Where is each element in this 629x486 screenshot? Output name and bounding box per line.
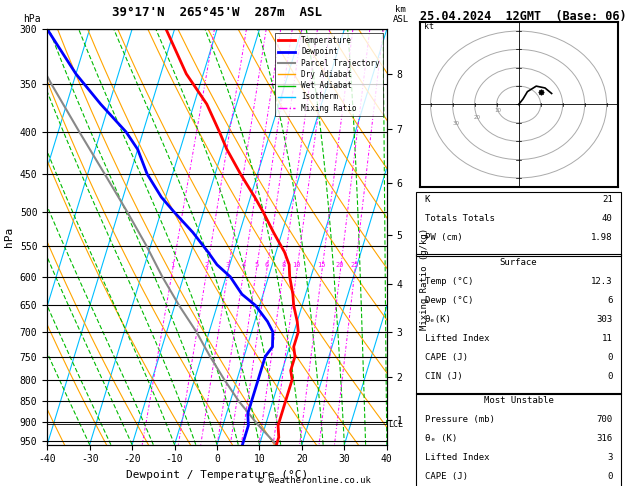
Text: 303: 303 bbox=[596, 315, 613, 324]
Text: Lifted Index: Lifted Index bbox=[425, 334, 489, 343]
Text: 11: 11 bbox=[602, 334, 613, 343]
Text: CAPE (J): CAPE (J) bbox=[425, 353, 467, 362]
Text: Totals Totals: Totals Totals bbox=[425, 214, 494, 224]
Text: 2: 2 bbox=[205, 261, 209, 268]
Text: 12.3: 12.3 bbox=[591, 277, 613, 286]
Text: K: K bbox=[425, 195, 430, 205]
Text: 25: 25 bbox=[350, 261, 359, 268]
Text: Most Unstable: Most Unstable bbox=[484, 396, 554, 405]
Text: 0: 0 bbox=[607, 353, 613, 362]
Text: 40: 40 bbox=[602, 214, 613, 224]
Text: 700: 700 bbox=[596, 415, 613, 424]
Text: 6: 6 bbox=[607, 296, 613, 305]
Text: Temp (°C): Temp (°C) bbox=[425, 277, 473, 286]
Text: hPa: hPa bbox=[23, 14, 41, 24]
Text: 10: 10 bbox=[292, 261, 301, 268]
Text: 8: 8 bbox=[281, 261, 286, 268]
Text: 39°17'N  265°45'W  287m  ASL: 39°17'N 265°45'W 287m ASL bbox=[112, 6, 322, 19]
Text: 1.98: 1.98 bbox=[591, 233, 613, 243]
Text: 25.04.2024  12GMT  (Base: 06): 25.04.2024 12GMT (Base: 06) bbox=[420, 10, 626, 23]
Text: 20: 20 bbox=[474, 115, 481, 120]
Bar bbox=[416, 393, 621, 486]
Text: kt: kt bbox=[424, 22, 434, 31]
Text: PW (cm): PW (cm) bbox=[425, 233, 462, 243]
Text: LCL: LCL bbox=[389, 419, 404, 429]
Text: 0: 0 bbox=[607, 372, 613, 381]
Text: Surface: Surface bbox=[500, 258, 537, 267]
Text: Lifted Index: Lifted Index bbox=[425, 453, 489, 462]
Text: θₑ(K): θₑ(K) bbox=[425, 315, 452, 324]
Text: 1: 1 bbox=[170, 261, 175, 268]
Text: 20: 20 bbox=[335, 261, 344, 268]
Text: θₑ (K): θₑ (K) bbox=[425, 434, 457, 443]
Text: 3: 3 bbox=[226, 261, 230, 268]
Text: 21: 21 bbox=[602, 195, 613, 205]
Text: 3: 3 bbox=[607, 453, 613, 462]
Text: 10: 10 bbox=[494, 108, 501, 113]
Text: © weatheronline.co.uk: © weatheronline.co.uk bbox=[258, 476, 371, 485]
Text: 0: 0 bbox=[607, 472, 613, 481]
Text: Dewp (°C): Dewp (°C) bbox=[425, 296, 473, 305]
Text: 15: 15 bbox=[317, 261, 326, 268]
Text: km
ASL: km ASL bbox=[392, 5, 409, 24]
Bar bbox=[416, 254, 621, 395]
Text: CIN (J): CIN (J) bbox=[425, 372, 462, 381]
Text: Pressure (mb): Pressure (mb) bbox=[425, 415, 494, 424]
Text: 316: 316 bbox=[596, 434, 613, 443]
Text: Mixing Ratio (g/kg): Mixing Ratio (g/kg) bbox=[420, 227, 429, 330]
Text: 4: 4 bbox=[242, 261, 246, 268]
Text: CAPE (J): CAPE (J) bbox=[425, 472, 467, 481]
Text: 5: 5 bbox=[254, 261, 259, 268]
Legend: Temperature, Dewpoint, Parcel Trajectory, Dry Adiabat, Wet Adiabat, Isotherm, Mi: Temperature, Dewpoint, Parcel Trajectory… bbox=[276, 33, 383, 116]
Bar bbox=[416, 192, 621, 256]
Y-axis label: hPa: hPa bbox=[4, 227, 14, 247]
Text: 6: 6 bbox=[264, 261, 269, 268]
X-axis label: Dewpoint / Temperature (°C): Dewpoint / Temperature (°C) bbox=[126, 470, 308, 480]
Text: 30: 30 bbox=[453, 121, 460, 126]
